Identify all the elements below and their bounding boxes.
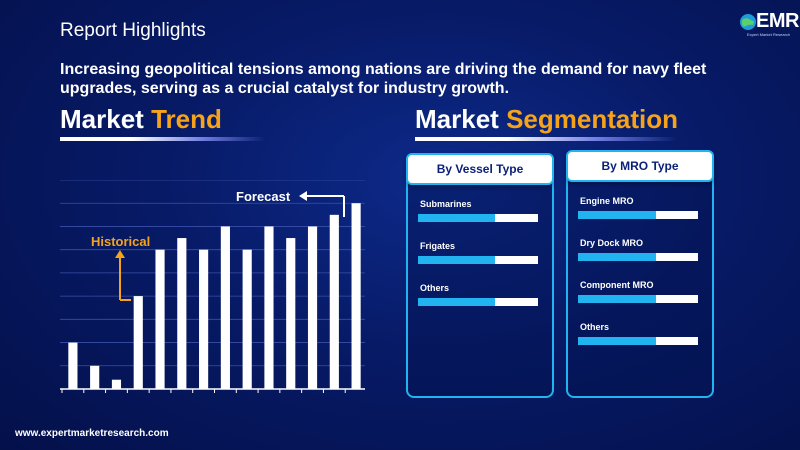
chart-bar <box>329 214 339 389</box>
segment-label-component-mro: Component MRO <box>580 280 654 290</box>
chart-bar <box>220 226 230 389</box>
footer-website[interactable]: www.expertmarketresearch.com <box>15 428 169 439</box>
chart-bar <box>351 203 361 389</box>
forecast-arrow-icon <box>299 191 345 217</box>
emr-logo: EMR Expert Market Research <box>738 10 799 40</box>
chart-bar <box>155 249 165 389</box>
mro-type-card <box>566 165 714 398</box>
segment-bar-vessel-others <box>418 298 538 306</box>
report-title: Report Highlights <box>60 20 206 41</box>
logo-tagline: Expert Market Research <box>747 32 791 37</box>
headline: Increasing geopolitical tensions among n… <box>60 61 707 97</box>
segment-bar-component-mro <box>578 295 698 303</box>
globe-icon <box>740 14 756 30</box>
chart-bar <box>133 296 143 389</box>
segment-bar-fill <box>418 256 495 264</box>
segment-label-engine-mro: Engine MRO <box>580 196 634 206</box>
segment-bar-fill <box>418 214 495 222</box>
segment-bar-mro-others <box>578 337 698 345</box>
segment-bar-fill <box>418 298 495 306</box>
chart-bar <box>199 249 209 389</box>
market-trend-underline <box>60 137 265 141</box>
segment-bar-fill <box>578 253 656 261</box>
segment-label-dry-dock-mro: Dry Dock MRO <box>580 238 644 248</box>
segment-label-frigates: Frigates <box>420 241 456 251</box>
segment-bar-fill <box>578 211 656 219</box>
segment-label-vessel-others: Others <box>420 283 450 293</box>
market-segmentation-underline <box>415 137 677 141</box>
chart-bar <box>264 226 274 389</box>
bar-chart-svg <box>60 180 365 393</box>
market-segmentation-title: Market Segmentation <box>415 104 678 135</box>
chart-bar <box>177 238 187 389</box>
chart-bar <box>307 226 318 389</box>
segment-label-mro-others: Others <box>580 322 610 332</box>
segment-label-submarines: Submarines <box>420 199 472 209</box>
market-trend-title: Market Trend <box>60 104 222 135</box>
segment-bar-frigates <box>418 256 538 264</box>
segment-bar-dry-dock-mro <box>578 253 698 261</box>
segment-bar-engine-mro <box>578 211 698 219</box>
segment-bar-fill <box>578 295 656 303</box>
chart-bar <box>68 342 78 389</box>
market-trend-chart: Forecast Historical <box>60 180 365 395</box>
market-trend-title-accent: Trend <box>151 104 222 134</box>
segment-bar-submarines <box>418 214 538 222</box>
historical-arrow-icon <box>115 250 131 301</box>
market-trend-title-main: Market <box>60 104 144 134</box>
chart-bar <box>90 365 100 389</box>
chart-bar <box>111 379 122 389</box>
forecast-label: Forecast <box>236 189 291 204</box>
segment-bar-fill <box>578 337 656 345</box>
vessel-type-card-heading: By Vessel Type <box>406 153 554 185</box>
chart-bar <box>286 238 296 389</box>
chart-bar <box>242 249 252 389</box>
logo-text: EMR <box>756 10 799 32</box>
market-segmentation-title-main: Market <box>415 104 499 134</box>
vessel-type-card <box>406 168 554 398</box>
market-segmentation-title-accent: Segmentation <box>506 104 678 134</box>
mro-type-card-heading: By MRO Type <box>566 150 714 182</box>
historical-label: Historical <box>91 234 151 249</box>
